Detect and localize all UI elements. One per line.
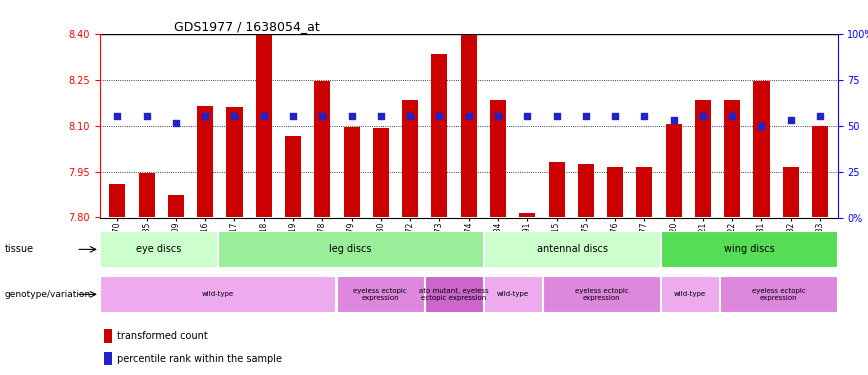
Bar bbox=[724, 100, 740, 218]
Text: eyeless ectopic
expression: eyeless ectopic expression bbox=[353, 288, 407, 301]
Text: genotype/variation: genotype/variation bbox=[4, 290, 90, 299]
Point bbox=[726, 113, 740, 119]
Bar bbox=[607, 167, 623, 218]
Bar bbox=[109, 184, 126, 218]
Bar bbox=[812, 126, 828, 218]
Point bbox=[198, 113, 212, 119]
Bar bbox=[519, 213, 536, 217]
Point bbox=[345, 113, 358, 119]
Point bbox=[227, 113, 241, 119]
Bar bbox=[103, 352, 112, 365]
Point bbox=[667, 117, 681, 123]
Point bbox=[462, 113, 476, 119]
Bar bbox=[101, 276, 335, 312]
Bar bbox=[578, 164, 594, 218]
Bar bbox=[431, 54, 448, 217]
Point bbox=[520, 113, 534, 119]
Bar bbox=[661, 276, 719, 312]
Bar bbox=[402, 100, 418, 218]
Bar bbox=[100, 231, 838, 268]
Bar bbox=[337, 276, 424, 312]
Point bbox=[696, 113, 710, 119]
Text: eyeless ectopic
expression: eyeless ectopic expression bbox=[752, 288, 806, 301]
Bar bbox=[197, 106, 214, 218]
Bar bbox=[461, 35, 477, 218]
Point bbox=[549, 113, 563, 119]
Point bbox=[169, 120, 183, 126]
Point bbox=[110, 113, 124, 119]
Text: leg discs: leg discs bbox=[330, 244, 372, 254]
Bar bbox=[139, 173, 155, 217]
Bar bbox=[285, 136, 301, 218]
Text: wild-type: wild-type bbox=[201, 291, 234, 297]
Point bbox=[784, 117, 798, 123]
Text: wild-type: wild-type bbox=[496, 291, 529, 297]
Bar bbox=[783, 167, 799, 218]
Text: antennal discs: antennal discs bbox=[536, 244, 608, 254]
Point bbox=[637, 113, 651, 119]
Bar bbox=[219, 231, 483, 267]
Point bbox=[404, 113, 418, 119]
Text: eyeless ectopic
expression: eyeless ectopic expression bbox=[575, 288, 628, 301]
Point bbox=[315, 113, 329, 119]
Bar bbox=[425, 276, 483, 312]
Bar bbox=[373, 128, 389, 218]
Text: eye discs: eye discs bbox=[136, 244, 181, 254]
Bar bbox=[543, 276, 660, 312]
Point bbox=[374, 113, 388, 119]
Bar bbox=[695, 100, 711, 218]
Text: GDS1977 / 1638054_at: GDS1977 / 1638054_at bbox=[174, 20, 319, 33]
Point bbox=[754, 123, 768, 129]
Point bbox=[813, 113, 827, 119]
Text: percentile rank within the sample: percentile rank within the sample bbox=[117, 354, 282, 364]
Text: ato mutant, eyeless
ectopic expression: ato mutant, eyeless ectopic expression bbox=[419, 288, 489, 301]
Bar bbox=[661, 231, 837, 267]
Bar bbox=[344, 126, 359, 218]
Point bbox=[579, 113, 593, 119]
Bar bbox=[753, 81, 770, 218]
Bar bbox=[720, 276, 837, 312]
Text: wing discs: wing discs bbox=[724, 244, 774, 254]
Bar bbox=[490, 100, 506, 218]
Text: tissue: tissue bbox=[4, 244, 34, 254]
Bar bbox=[484, 231, 660, 267]
Bar bbox=[256, 35, 272, 218]
Bar bbox=[168, 195, 184, 217]
Bar bbox=[227, 107, 242, 218]
Text: wild-type: wild-type bbox=[674, 291, 707, 297]
Point bbox=[608, 113, 622, 119]
Point bbox=[432, 113, 446, 119]
Bar bbox=[101, 231, 217, 267]
Bar bbox=[666, 124, 681, 218]
Bar bbox=[314, 81, 331, 218]
Bar bbox=[484, 276, 542, 312]
Point bbox=[286, 113, 300, 119]
Bar bbox=[103, 329, 112, 343]
Point bbox=[140, 113, 154, 119]
Point bbox=[257, 113, 271, 119]
Bar bbox=[636, 167, 653, 218]
Bar bbox=[549, 162, 564, 218]
Point bbox=[491, 113, 505, 119]
Text: transformed count: transformed count bbox=[117, 331, 207, 341]
